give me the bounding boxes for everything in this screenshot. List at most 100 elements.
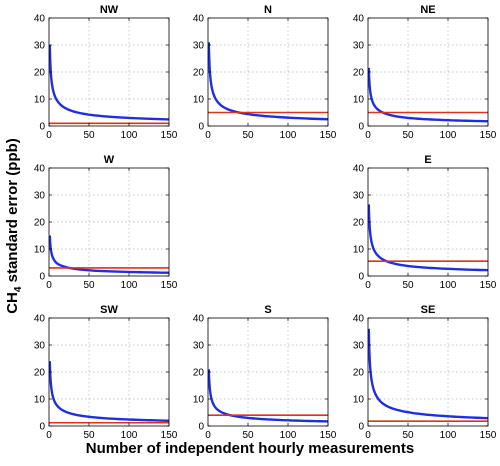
x-tick-label: 100 [121,280,138,291]
subplot-w: 0 50 100 150 0 10 20 30 40 W [34,154,178,291]
y-tick-label: 30 [353,41,365,52]
x-tick-label: 100 [440,280,457,291]
x-tick-label: 150 [480,430,497,441]
y-tick-label: 10 [353,395,365,406]
x-axis-label: Number of independent hourly measurement… [85,440,415,457]
x-tick-label: 0 [365,130,371,141]
x-tick-label: 100 [440,430,457,441]
y-tick-label: 20 [353,68,365,79]
y-tick-label: 40 [353,14,365,25]
y-tick-label: 0 [39,422,45,433]
y-tick-label: 40 [34,314,46,325]
x-tick-label: 0 [46,130,52,141]
y-tick-label: 0 [39,272,45,283]
y-axis-label-wrap: CH4 standard error (ppb) [0,0,28,461]
x-tick-label: 50 [242,130,254,141]
x-tick-label: 0 [46,280,52,291]
y-tick-label: 20 [193,368,205,379]
y-tick-label: 30 [34,41,46,52]
y-tick-label: 20 [34,68,46,79]
standard-error-curve-s [208,369,328,423]
y-tick-label: 20 [353,368,365,379]
x-tick-label: 50 [83,430,95,441]
y-tick-label: 30 [353,341,365,352]
x-tick-label: 150 [320,130,337,141]
y-axis-label-subscript: 4 [13,286,24,293]
standard-error-curve-se [368,328,488,420]
x-tick-label: 50 [402,280,414,291]
y-tick-label: 40 [353,314,365,325]
y-tick-label: 30 [193,41,205,52]
x-tick-label: 0 [365,430,371,441]
y-tick-label: 30 [193,341,205,352]
y-tick-label: 0 [358,122,364,133]
x-tick-label: 0 [205,130,211,141]
subplot-e: 0 50 100 150 0 10 20 30 40 E [353,154,497,291]
y-tick-label: 0 [198,422,204,433]
subplot-sw: 0 50 100 150 0 10 20 30 40 SW [34,304,178,441]
x-tick-label: 150 [320,430,337,441]
x-tick-label: 100 [280,130,297,141]
x-tick-label: 50 [83,130,95,141]
y-tick-label: 20 [34,368,46,379]
y-axis-label: CH4 standard error (ppb) [4,138,24,314]
y-tick-label: 20 [353,218,365,229]
x-tick-label: 150 [480,130,497,141]
x-tick-label: 150 [161,430,178,441]
subplot-nw: 0 50 100 150 0 10 20 30 40 NW [34,4,178,141]
y-tick-label: 20 [34,218,46,229]
x-tick-label: 50 [242,430,254,441]
subplot-title-ne: NE [420,4,435,16]
x-tick-label: 100 [280,430,297,441]
x-tick-label: 0 [46,430,52,441]
y-tick-label: 0 [198,122,204,133]
subplot-n: 0 50 100 150 0 10 20 30 40 N [193,4,337,141]
y-tick-label: 40 [34,14,46,25]
y-tick-label: 10 [34,95,46,106]
y-tick-label: 30 [353,191,365,202]
y-axis-label-suffix: standard error (ppb) [4,138,21,287]
subplot-title-se: SE [421,304,436,316]
x-tick-label: 150 [161,280,178,291]
x-tick-label: 0 [205,430,211,441]
y-tick-label: 10 [34,245,46,256]
x-tick-label: 100 [121,430,138,441]
x-tick-label: 50 [402,130,414,141]
x-tick-label: 100 [121,130,138,141]
y-tick-label: 40 [193,14,205,25]
x-tick-label: 100 [440,130,457,141]
x-tick-label: 50 [402,430,414,441]
standard-error-curve-ne [368,67,488,123]
x-tick-label: 150 [480,280,497,291]
subplot-se: 0 50 100 150 0 10 20 30 40 SE [353,304,497,441]
subplot-title-s: S [264,304,271,316]
y-tick-label: 30 [34,191,46,202]
x-tick-label: 50 [83,280,95,291]
y-tick-label: 10 [353,95,365,106]
standard-error-curve-sw [49,361,169,422]
y-tick-label: 10 [34,395,46,406]
subplot-s: 0 50 100 150 0 10 20 30 40 S [193,304,337,441]
y-tick-label: 0 [39,122,45,133]
subplot-title-nw: NW [100,4,119,16]
x-tick-label: 0 [365,280,371,291]
subplot-title-sw: SW [100,304,118,316]
standard-error-curve-nw [49,44,169,121]
y-tick-label: 40 [34,164,46,175]
y-tick-label: 40 [193,314,205,325]
x-tick-label: 150 [161,130,178,141]
subplot-title-w: W [104,154,115,166]
y-tick-label: 30 [34,341,46,352]
y-tick-label: 40 [353,164,365,175]
y-tick-label: 0 [358,422,364,433]
subplot-title-n: N [264,4,272,16]
y-tick-label: 10 [193,95,205,106]
y-tick-label: 0 [358,272,364,283]
subplot-title-e: E [424,154,431,166]
subplot-ne: 0 50 100 150 0 10 20 30 40 NE [353,4,497,141]
standard-error-curve-e [368,204,488,272]
y-tick-label: 10 [193,395,205,406]
y-tick-label: 20 [193,68,205,79]
